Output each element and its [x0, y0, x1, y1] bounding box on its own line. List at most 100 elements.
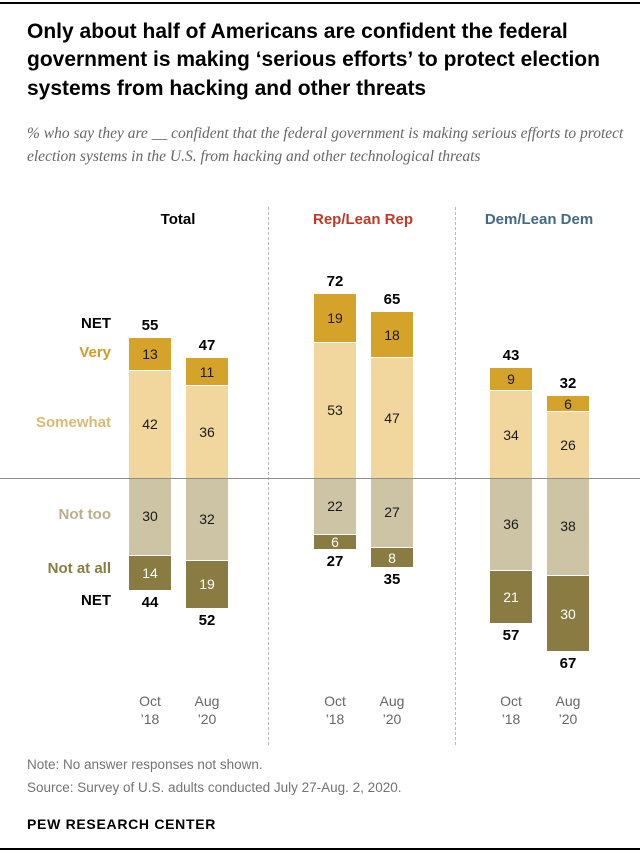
value-label: 43	[502, 347, 520, 365]
date-line: ’20	[197, 711, 217, 728]
date-line: Oct	[500, 693, 522, 709]
net-not-confident-label: 44	[129, 594, 171, 611]
panel-header-total: Total	[160, 211, 196, 228]
bar-segment-very: 6	[547, 395, 589, 412]
net-confident-label: 65	[371, 291, 413, 308]
date-line: Aug	[194, 693, 220, 709]
legend-not-at-all: Not at all	[47, 560, 111, 577]
value-label: 47	[384, 410, 400, 427]
zero-baseline	[0, 478, 640, 479]
value-label: 44	[141, 594, 159, 612]
bar-segment-very: 13	[129, 337, 171, 371]
bar-segment-not-at-all: 21	[490, 569, 532, 624]
value-label: 26	[560, 436, 576, 453]
value-label: 19	[327, 310, 343, 327]
bar-segment-not-too: 38	[547, 478, 589, 575]
date-line: Oct	[324, 693, 346, 709]
bar-segment-somewhat: 42	[129, 370, 171, 478]
value-label: 72	[326, 273, 344, 291]
bar-segment-not-at-all: 14	[129, 554, 171, 591]
value-label: 30	[560, 605, 576, 622]
date-line: Aug	[555, 693, 581, 709]
bar-segment-not-too: 22	[314, 478, 356, 535]
value-label: 22	[327, 498, 343, 515]
value-label: 6	[564, 395, 572, 412]
bar-segment-very: 9	[490, 368, 532, 392]
bar-segment-not-too: 32	[186, 478, 228, 560]
date-label: Oct ’18	[120, 692, 180, 728]
source-text: Source: Survey of U.S. adults conducted …	[27, 780, 402, 795]
legend-somewhat: Somewhat	[35, 414, 111, 431]
bar-segment-not-too: 27	[371, 478, 413, 547]
value-label: 6	[331, 534, 339, 551]
date-label: Oct ’18	[481, 692, 541, 728]
net-confident-label: 43	[490, 347, 532, 364]
net-confident-label: 32	[547, 375, 589, 392]
value-label: 9	[507, 371, 515, 388]
value-label: 53	[327, 402, 343, 419]
value-label: 67	[559, 655, 577, 673]
value-label: 8	[388, 549, 396, 566]
net-not-confident-label: 27	[314, 553, 356, 570]
value-label: 32	[559, 375, 577, 393]
value-label: 32	[199, 510, 215, 527]
legend-net-bottom: NET	[81, 592, 111, 609]
legend-net-top: NET	[81, 315, 111, 332]
bar-segment-very: 19	[314, 294, 356, 343]
bar-segment-very: 18	[371, 312, 413, 359]
brand: PEW RESEARCH CENTER	[27, 816, 217, 832]
value-label: 18	[384, 326, 400, 343]
value-label: 14	[142, 564, 158, 581]
date-label: Aug ’20	[177, 692, 237, 728]
subtitle: % who say they are __ confident that the…	[27, 125, 624, 166]
value-label: 27	[326, 553, 344, 571]
bar-segment-not-at-all: 6	[314, 534, 356, 551]
bar-segment-not-too: 30	[129, 478, 171, 555]
value-label: 19	[199, 576, 215, 593]
date-label: Aug ’20	[362, 692, 422, 728]
value-label: 65	[383, 291, 401, 309]
net-not-confident-label: 35	[371, 571, 413, 588]
net-not-confident-label: 67	[547, 655, 589, 672]
legend-very: Very	[79, 344, 111, 361]
value-label: 34	[503, 426, 519, 443]
value-label: 21	[503, 589, 519, 606]
panel-header-dem: Dem/Lean Dem	[484, 211, 594, 228]
value-label: 52	[198, 612, 216, 630]
net-not-confident-label: 52	[186, 612, 228, 629]
net-confident-label: 55	[129, 317, 171, 334]
value-label: 35	[383, 571, 401, 589]
date-line: ’20	[558, 711, 578, 728]
bar-segment-not-at-all: 30	[547, 574, 589, 652]
date-line: ’18	[325, 711, 345, 728]
value-label: 11	[199, 363, 215, 380]
value-label: 42	[142, 416, 158, 433]
bar-segment-very: 11	[186, 358, 228, 387]
panel-divider	[268, 207, 269, 745]
top-border-rule	[0, 2, 640, 4]
value-label: 57	[502, 627, 520, 645]
page-title: Only about half of Americans are confide…	[27, 20, 600, 100]
bar-segment-somewhat: 34	[490, 391, 532, 478]
date-label: Aug ’20	[538, 692, 598, 728]
panel-divider	[455, 207, 456, 745]
legend-not-too: Not too	[58, 506, 111, 523]
value-label: 30	[142, 508, 158, 525]
date-label: Oct ’18	[305, 692, 365, 728]
bar-segment-somewhat: 53	[314, 342, 356, 478]
net-confident-label: 72	[314, 273, 356, 290]
date-line: ’20	[382, 711, 402, 728]
value-label: 36	[199, 424, 215, 441]
value-label: 27	[384, 504, 400, 521]
bar-segment-somewhat: 36	[186, 386, 228, 478]
note-text: Note: No answer responses not shown.	[27, 757, 263, 772]
value-label: 55	[141, 316, 159, 334]
bar-segment-not-at-all: 8	[371, 546, 413, 568]
date-line: Aug	[379, 693, 405, 709]
bar-segment-somewhat: 26	[547, 411, 589, 478]
net-confident-label: 47	[186, 337, 228, 354]
panel-header-rep: Rep/Lean Rep	[312, 211, 414, 228]
bar-segment-not-too: 36	[490, 478, 532, 570]
value-label: 38	[560, 518, 576, 535]
value-label: 13	[142, 345, 158, 362]
